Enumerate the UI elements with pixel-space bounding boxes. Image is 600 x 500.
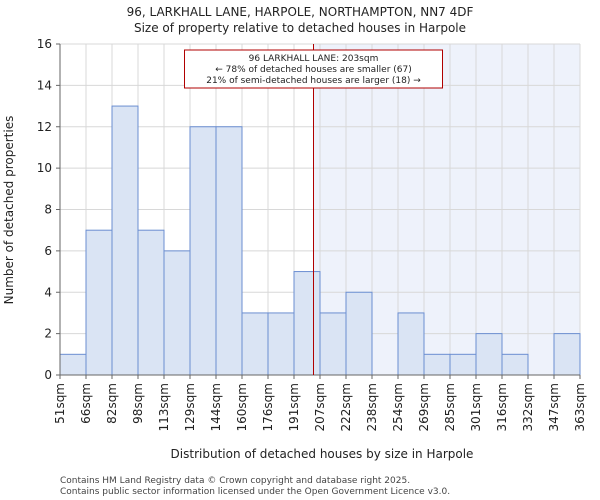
y-tick-label: 0 [44,368,52,382]
x-tick-label: 160sqm [235,383,249,431]
bar [423,353,451,376]
footer-line-2: Contains public sector information licen… [60,487,450,497]
bar [215,126,243,376]
annotation-line-3: 21% of semi-detached houses are larger (… [206,76,421,86]
bar [397,312,425,376]
x-tick-label: 66sqm [79,383,93,424]
annotation-line-1: 96 LARKHALL LANE: 203sqm [249,54,379,64]
bar [137,229,165,376]
x-tick-label: 301sqm [469,383,483,431]
x-tick-label: 238sqm [365,383,379,431]
x-tick-label: 347sqm [547,383,561,431]
x-tick-label: 144sqm [209,383,223,431]
x-tick-label: 176sqm [261,383,275,431]
x-tick-label: 332sqm [521,383,535,431]
bar [449,353,477,376]
x-tick-label: 129sqm [183,383,197,431]
annotation-box [184,49,443,89]
bar [475,333,503,376]
y-tick-label: 2 [44,327,52,341]
x-tick-label: 51sqm [53,383,67,424]
bar [553,333,581,376]
bar [501,353,529,376]
y-tick-label: 10 [37,161,52,175]
bar [293,271,321,376]
annotation-line-2: ← 78% of detached houses are smaller (67… [215,65,412,75]
bar [345,291,373,376]
chart-title: 96, LARKHALL LANE, HARPOLE, NORTHAMPTON,… [127,5,474,19]
x-tick-label: 98sqm [131,383,145,424]
bar [163,250,191,376]
x-tick-label: 254sqm [391,383,405,431]
bar [319,312,347,376]
y-tick-label: 16 [37,37,52,51]
x-tick-label: 82sqm [105,383,119,424]
x-tick-label: 207sqm [313,383,327,431]
x-tick-label: 269sqm [417,383,431,431]
plot-area: 0 2 4 6 8 10 12 14 16 51sqm 66sqm 82sqm 98sqm 113sqm 1… [37,37,587,431]
bar [85,229,113,376]
y-axis-label: Number of detached properties [2,116,16,305]
x-tick-label: 191sqm [287,383,301,431]
bar [241,312,269,376]
y-tick-label: 8 [44,203,52,217]
x-tick-label: 113sqm [157,383,171,431]
x-tick-label: 222sqm [339,383,353,431]
y-tick-label: 6 [44,244,52,258]
bar [267,312,295,376]
y-tick-label: 14 [37,78,52,92]
bar [59,353,87,376]
y-tick-label: 12 [37,120,52,134]
y-tick-label: 4 [44,285,52,299]
x-axis-label: Distribution of detached houses by size … [171,447,474,461]
bar [189,126,217,376]
x-tick-label: 363sqm [573,383,587,431]
chart-subtitle: Size of property relative to detached ho… [134,21,466,35]
footer-line-1: Contains HM Land Registry data © Crown c… [60,476,410,486]
x-tick-label: 285sqm [443,383,457,431]
x-tick-label: 316sqm [495,383,509,431]
bar [111,105,139,376]
